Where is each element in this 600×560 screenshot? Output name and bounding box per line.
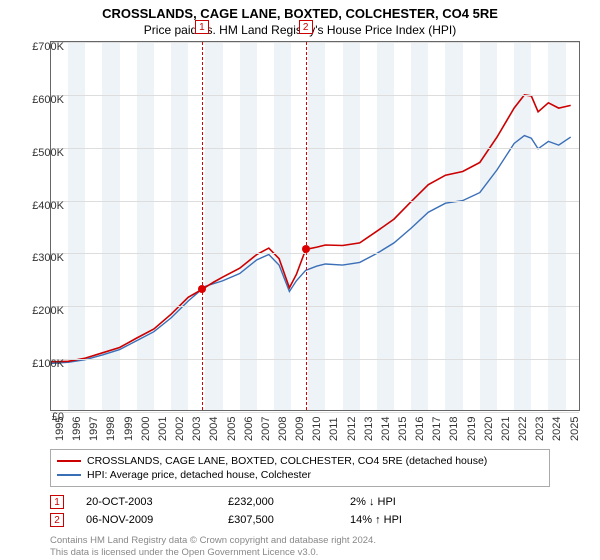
sale-row: 2 06-NOV-2009 £307,500 14% ↑ HPI: [50, 511, 550, 529]
x-tick-label: 2010: [311, 417, 323, 441]
legend-label-2: HPI: Average price, detached house, Colc…: [87, 469, 311, 481]
sale-index-box: 1: [50, 495, 64, 509]
y-tick-label: £300K: [32, 252, 64, 264]
x-tick-label: 2015: [397, 417, 409, 441]
x-tick-label: 2024: [551, 417, 563, 441]
x-tick-label: 2007: [260, 417, 272, 441]
sale-marker: 1: [195, 20, 209, 34]
x-tick-label: 2001: [157, 417, 169, 441]
x-tick-label: 2006: [243, 417, 255, 441]
sale-price: £232,000: [228, 496, 328, 508]
y-tick-label: £600K: [32, 94, 64, 106]
x-tick-label: 1998: [105, 417, 117, 441]
x-tick-label: 2004: [208, 417, 220, 441]
x-tick-label: 2020: [483, 417, 495, 441]
y-tick-label: £400K: [32, 200, 64, 212]
legend-item-2: HPI: Average price, detached house, Colc…: [57, 468, 543, 482]
x-tick-label: 1996: [71, 417, 83, 441]
legend-label-1: CROSSLANDS, CAGE LANE, BOXTED, COLCHESTE…: [87, 455, 487, 467]
x-tick-label: 2005: [226, 417, 238, 441]
x-tick-label: 2025: [569, 417, 581, 441]
chart-lines: [51, 42, 581, 412]
x-tick-label: 2000: [140, 417, 152, 441]
x-tick-label: 2023: [534, 417, 546, 441]
x-tick-label: 2002: [174, 417, 186, 441]
sale-marker: 2: [299, 20, 313, 34]
footer: Contains HM Land Registry data © Crown c…: [50, 535, 550, 559]
legend-swatch-2: [57, 474, 81, 476]
x-tick-label: 2017: [431, 417, 443, 441]
sale-row: 1 20-OCT-2003 £232,000 2% ↓ HPI: [50, 493, 550, 511]
footer-line-1: Contains HM Land Registry data © Crown c…: [50, 535, 550, 547]
x-tick-label: 2012: [346, 417, 358, 441]
legend-item-1: CROSSLANDS, CAGE LANE, BOXTED, COLCHESTE…: [57, 454, 543, 468]
x-tick-label: 2016: [414, 417, 426, 441]
sale-date: 20-OCT-2003: [86, 496, 206, 508]
x-tick-label: 2014: [380, 417, 392, 441]
footer-line-2: This data is licensed under the Open Gov…: [50, 547, 550, 559]
sale-price: £307,500: [228, 514, 328, 526]
x-tick-label: 2003: [191, 417, 203, 441]
x-tick-label: 2011: [328, 417, 340, 441]
x-tick-label: 2019: [466, 417, 478, 441]
x-tick-label: 1999: [123, 417, 135, 441]
chart-title: CROSSLANDS, CAGE LANE, BOXTED, COLCHESTE…: [0, 0, 600, 21]
x-tick-label: 1995: [54, 417, 66, 441]
legend: CROSSLANDS, CAGE LANE, BOXTED, COLCHESTE…: [50, 449, 550, 487]
sale-delta: 14% ↑ HPI: [350, 514, 470, 526]
x-tick-label: 2018: [448, 417, 460, 441]
sales-table: 1 20-OCT-2003 £232,000 2% ↓ HPI 2 06-NOV-2009…: [50, 493, 550, 529]
y-tick-label: £200K: [32, 305, 64, 317]
sale-date: 06-NOV-2009: [86, 514, 206, 526]
y-tick-label: £500K: [32, 147, 64, 159]
x-tick-label: 2022: [517, 417, 529, 441]
x-tick-label: 2013: [363, 417, 375, 441]
sale-index-box: 2: [50, 513, 64, 527]
y-tick-label: £100K: [32, 358, 64, 370]
y-tick-label: £700K: [32, 41, 64, 53]
x-tick-label: 1997: [88, 417, 100, 441]
legend-swatch-1: [57, 460, 81, 462]
chart-plot-area: 12: [50, 41, 580, 411]
sale-delta: 2% ↓ HPI: [350, 496, 470, 508]
x-tick-label: 2021: [500, 417, 512, 441]
x-tick-label: 2009: [294, 417, 306, 441]
x-tick-label: 2008: [277, 417, 289, 441]
